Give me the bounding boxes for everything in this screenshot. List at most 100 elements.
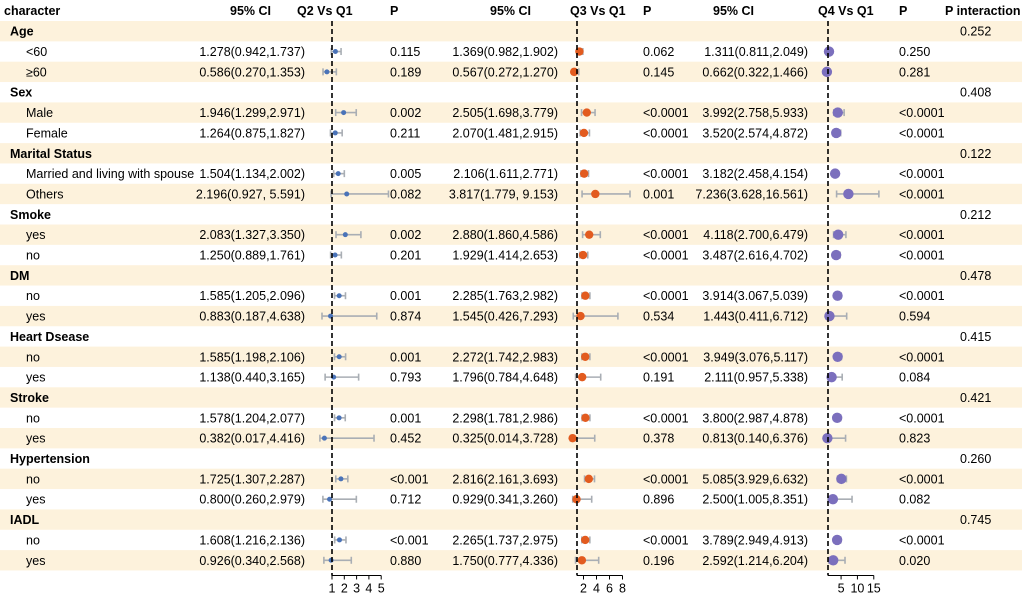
q2-p-value: 0.452 — [390, 432, 421, 446]
q2-ci-value: 1.264(0.875,1.827) — [199, 126, 305, 140]
q4-p-value: <0.0001 — [899, 289, 945, 303]
q3-tick-label: 6 — [606, 581, 613, 595]
q3-estimate-point — [577, 556, 587, 565]
row-label: no — [26, 249, 40, 263]
row-band — [0, 61, 1022, 83]
row-label: no — [26, 472, 40, 486]
q2-ci-value: 0.586(0.270,1.353) — [199, 65, 305, 79]
q3-estimate-point — [591, 189, 600, 199]
q4-ci-value: 7.236(3.628,16.561) — [695, 187, 808, 201]
q3-p-value: <0.0001 — [643, 411, 689, 425]
row-band — [0, 143, 1022, 164]
q4-p-value: 0.823 — [899, 432, 930, 446]
q3-ci-value: 2.505(1.698,3.779) — [452, 106, 558, 120]
group-label: Smoke — [10, 208, 51, 222]
row-label: yes — [26, 371, 45, 385]
q3-estimate-point — [576, 311, 585, 321]
q4-p-value: <0.0001 — [899, 411, 945, 425]
q4-ci-value: 2.592(1.214,6.204) — [702, 554, 808, 568]
q4-p-value: 0.084 — [899, 371, 930, 385]
q2-estimate-point — [336, 415, 342, 421]
q3-ci-value: 1.750(0.777,4.336) — [452, 554, 558, 568]
q3-ci-value: 1.369(0.982,1.902) — [452, 45, 558, 59]
q3-estimate-point — [577, 372, 587, 382]
q2-p-value: 0.712 — [390, 493, 421, 507]
q4-p-value: <0.0001 — [899, 126, 945, 140]
group-label: Hypertension — [10, 452, 90, 466]
row-label: ≥60 — [26, 65, 47, 79]
q4-ci-value: 3.789(2.949,4.913) — [702, 533, 808, 547]
q3-ci-value: 2.106(1.611,2.771) — [453, 167, 558, 181]
row-bands — [0, 21, 1022, 571]
q2-ci-value: 1.278(0.942,1.737) — [199, 45, 305, 59]
q3-p-value: <0.0001 — [643, 167, 689, 181]
q4-estimate-point — [832, 351, 843, 362]
q3-p-value: 0.191 — [643, 371, 674, 385]
row-band — [0, 550, 1022, 571]
header-row: character 95% CI Q2 Vs Q1 P 95% CI Q3 Vs… — [4, 4, 1020, 18]
q3-tick-label: 8 — [619, 581, 626, 595]
q2-tick-label: 1 — [329, 581, 336, 595]
q3-estimate-point — [582, 108, 591, 117]
q2-ci-value: 1.725(1.307,2.287) — [199, 472, 305, 486]
header-p-q2: P — [390, 4, 398, 18]
row-label: <60 — [26, 45, 47, 59]
q2-estimate-point — [342, 232, 348, 238]
q4-p-value: <0.0001 — [899, 106, 945, 120]
row-label: Others — [26, 187, 64, 201]
q3-estimate-point — [578, 250, 588, 260]
q2-ci-value: 1.578(1.204,2.077) — [199, 411, 305, 425]
q3-p-value: 0.145 — [643, 65, 674, 79]
q4-tick-label: 10 — [850, 581, 864, 595]
forest-axes: 1 2 3 4 5 2 4 6 8 5 10 15 — [329, 21, 881, 595]
q3-ci-value: 2.298(1.781,2.986) — [452, 411, 558, 425]
q3-p-value: 0.896 — [643, 493, 674, 507]
row-band — [0, 428, 1022, 449]
q2-p-value: 0.201 — [390, 249, 421, 263]
q2-ci-value: 0.926(0.340,2.568) — [199, 554, 305, 568]
q4-ci-value: 5.085(3.929,6.632) — [702, 472, 808, 486]
q2-estimate-point — [332, 252, 338, 258]
q4-estimate-point — [831, 412, 843, 424]
q3-ci-value: 2.272(1.742,2.983) — [452, 350, 558, 364]
q3-ci-value: 1.796(0.784,4.648) — [452, 371, 558, 385]
q2-p-value: 0.002 — [390, 228, 421, 242]
q3-estimate-point — [584, 474, 594, 484]
group-label: IADL — [10, 513, 40, 527]
q2-ci-value: 0.382(0.017,4.416) — [199, 432, 305, 446]
q3-p-value: 0.001 — [643, 187, 674, 201]
q3-p-value: <0.0001 — [643, 533, 689, 547]
q2-tick-label: 5 — [378, 581, 385, 595]
q4-ci-value: 3.520(2.574,4.872) — [702, 126, 808, 140]
q2-estimate-point — [327, 496, 333, 502]
q4-p-value: <0.0001 — [899, 167, 945, 181]
q2-estimate-point — [336, 293, 342, 299]
forest-marks — [319, 46, 880, 566]
q2-ci-value: 1.585(1.198,2.106) — [199, 350, 305, 364]
q2-tick-label: 4 — [365, 581, 372, 595]
row-label: Married and living with spouse — [26, 167, 194, 181]
q2-ci-value: 1.250(0.889,1.761) — [199, 249, 305, 263]
q3-p-value: <0.0001 — [643, 106, 689, 120]
q3-tick-label: 4 — [593, 581, 600, 595]
q3-p-value: <0.0001 — [643, 126, 689, 140]
q2-estimate-point — [324, 69, 330, 75]
q4-tick-label: 5 — [838, 581, 845, 595]
q4-p-value: <0.0001 — [899, 533, 945, 547]
row-label: yes — [26, 228, 45, 242]
q3-ci-value: 2.070(1.481,2.915) — [452, 126, 558, 140]
p-interaction-value: 0.408 — [960, 86, 991, 100]
q3-estimate-point — [579, 169, 589, 178]
p-interaction-value: 0.421 — [960, 391, 991, 405]
header-ci-q3: 95% CI — [490, 4, 531, 18]
p-interaction-value: 0.260 — [960, 452, 991, 466]
q4-p-value: <0.0001 — [899, 472, 945, 486]
row-label: no — [26, 289, 40, 303]
q3-estimate-point — [581, 413, 590, 423]
q3-p-value: 0.062 — [643, 45, 674, 59]
q2-p-value: 0.082 — [390, 187, 421, 201]
q4-ci-value: 1.443(0.411,6.712) — [703, 310, 808, 324]
q4-estimate-point — [827, 494, 839, 505]
q4-ci-value: 3.487(2.616,4.702) — [702, 249, 808, 263]
q4-estimate-point — [823, 46, 835, 57]
